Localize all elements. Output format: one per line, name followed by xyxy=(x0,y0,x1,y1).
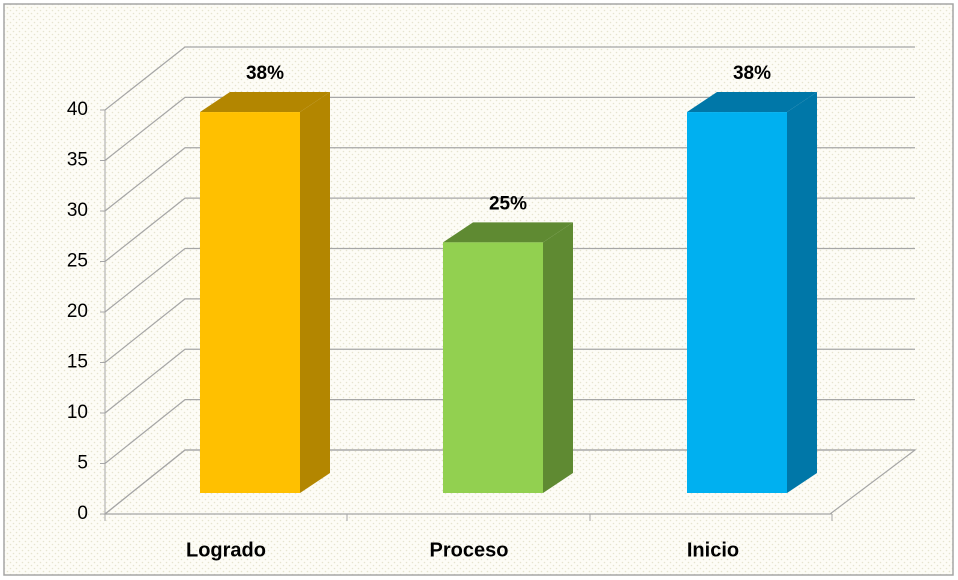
y-tick-label: 20 xyxy=(67,301,88,322)
grid-line xyxy=(104,247,915,313)
grid-line xyxy=(104,298,915,363)
bar xyxy=(200,92,330,494)
value-label: 38% xyxy=(733,63,771,84)
y-tick-label: 35 xyxy=(67,150,88,171)
bar-top xyxy=(443,222,573,243)
y-tick-label: 40 xyxy=(67,99,88,120)
value-label: 25% xyxy=(489,193,527,214)
bar-front xyxy=(687,112,787,494)
value-label: 38% xyxy=(246,63,284,84)
y-tick-label: 0 xyxy=(77,503,88,524)
bar-top xyxy=(687,92,817,113)
x-tick-label: Logrado xyxy=(186,539,266,561)
bar-side xyxy=(543,222,573,493)
grid-line xyxy=(104,147,915,212)
bar-front xyxy=(200,112,300,494)
y-tick-label: 5 xyxy=(77,453,88,474)
bar-top xyxy=(200,92,330,113)
grid-line xyxy=(104,197,915,262)
bar-front xyxy=(443,242,543,493)
bar-side xyxy=(787,92,817,494)
y-tick-label: 10 xyxy=(67,402,88,423)
grid-line xyxy=(104,96,915,161)
y-tick-label: 30 xyxy=(67,200,88,221)
grid-line xyxy=(104,399,915,464)
grid-line xyxy=(104,348,915,414)
bar xyxy=(443,222,573,493)
grid-line xyxy=(104,46,915,111)
grid-line xyxy=(104,449,915,515)
y-tick-label: 25 xyxy=(67,251,88,272)
x-tick-label: Inicio xyxy=(687,539,739,561)
bar xyxy=(687,92,817,494)
bar-side xyxy=(300,92,330,494)
y-tick-label: 15 xyxy=(67,352,88,373)
x-tick-label: Proceso xyxy=(430,539,509,561)
